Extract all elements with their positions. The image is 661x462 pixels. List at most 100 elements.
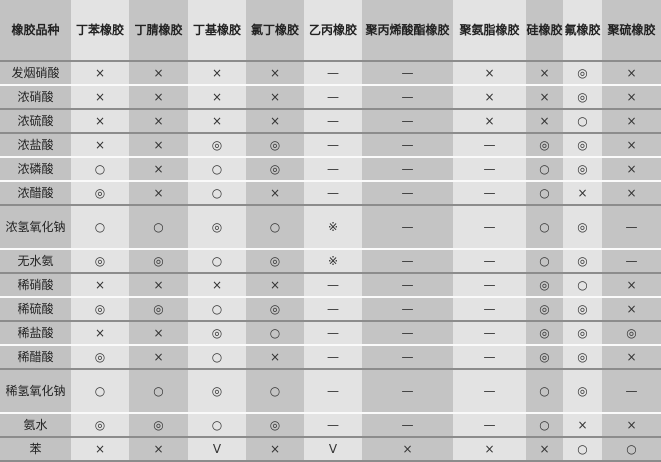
- row-label: 稀硝酸: [0, 273, 71, 298]
- resistance-cell: ○: [526, 369, 563, 414]
- resistance-cell: ×: [188, 61, 246, 86]
- resistance-cell: ○: [563, 437, 602, 462]
- row-label: 稀硫酸: [0, 297, 71, 322]
- resistance-cell: ○: [563, 273, 602, 298]
- resistance-cell: —: [362, 181, 453, 206]
- resistance-cell: —: [453, 369, 526, 414]
- resistance-cell: ◎: [129, 249, 188, 274]
- resistance-cell: ◎: [71, 297, 129, 322]
- table-row: 无水氨 ◎ ◎ ○ ◎ ※ — — ○ ◎ —: [0, 249, 661, 274]
- row-label: 浓氢氧化钠: [0, 205, 71, 250]
- resistance-cell: —: [362, 297, 453, 322]
- resistance-cell: ×: [129, 61, 188, 86]
- resistance-cell: ※: [304, 205, 362, 250]
- resistance-cell: ※: [304, 249, 362, 274]
- header-row: 橡胶品种 丁苯橡胶 丁腈橡胶 丁基橡胶 氯丁橡胶 乙丙橡胶 聚丙烯酸酯橡胶 聚氨脂橡胶 硅橡胶氟…: [0, 0, 661, 62]
- resistance-cell: —: [362, 413, 453, 438]
- resistance-cell: ○: [188, 413, 246, 438]
- resistance-cell: ×: [246, 109, 304, 134]
- resistance-cell: —: [304, 273, 362, 298]
- resistance-cell: ○: [563, 109, 602, 134]
- resistance-cell: ×: [71, 109, 129, 134]
- resistance-cell: ×: [602, 109, 661, 134]
- row-label: 苯: [0, 437, 71, 462]
- table-row: 稀醋酸 ◎ × ○ × — — — ◎ ◎ ×: [0, 345, 661, 370]
- resistance-cell: ×: [71, 437, 129, 462]
- resistance-cell: ×: [563, 413, 602, 438]
- resistance-cell: —: [453, 413, 526, 438]
- column-header: 聚丙烯酸酯橡胶: [362, 0, 453, 62]
- resistance-cell: ◎: [71, 181, 129, 206]
- resistance-cell: ◎: [563, 85, 602, 110]
- column-header: 丁腈橡胶: [129, 0, 188, 62]
- resistance-cell: ○: [526, 181, 563, 206]
- resistance-cell: —: [602, 249, 661, 274]
- resistance-cell: ×: [188, 109, 246, 134]
- resistance-cell: —: [304, 85, 362, 110]
- resistance-cell: ×: [602, 345, 661, 370]
- resistance-cell: ○: [188, 249, 246, 274]
- resistance-cell: —: [602, 205, 661, 250]
- resistance-cell: ×: [602, 297, 661, 322]
- resistance-cell: ×: [129, 321, 188, 346]
- resistance-cell: ×: [453, 61, 526, 86]
- row-label: 发烟硝酸: [0, 61, 71, 86]
- column-header: 氯丁橡胶: [246, 0, 304, 62]
- resistance-cell: —: [362, 321, 453, 346]
- resistance-cell: ×: [246, 181, 304, 206]
- resistance-cell: ×: [526, 109, 563, 134]
- resistance-cell: ×: [602, 157, 661, 182]
- resistance-cell: —: [304, 109, 362, 134]
- resistance-cell: ×: [188, 273, 246, 298]
- resistance-cell: —: [602, 369, 661, 414]
- resistance-cell: ◎: [526, 321, 563, 346]
- row-label: 浓盐酸: [0, 133, 71, 158]
- resistance-cell: ×: [526, 61, 563, 86]
- resistance-cell: ×: [246, 61, 304, 86]
- resistance-cell: ◎: [71, 249, 129, 274]
- table-row: 稀硝酸 × × × × — — — ◎ ○ ×: [0, 273, 661, 298]
- resistance-cell: ◎: [246, 297, 304, 322]
- column-header: 聚氨脂橡胶: [453, 0, 526, 62]
- resistance-cell: ◎: [602, 321, 661, 346]
- resistance-cell: ○: [188, 345, 246, 370]
- resistance-cell: ◎: [188, 369, 246, 414]
- table-row: 氨水 ◎ ◎ ○ ◎ — — — ○ × ×: [0, 413, 661, 438]
- table-row: 稀硫酸 ◎ ◎ ○ ◎ — — — ◎ ◎ ×: [0, 297, 661, 322]
- resistance-cell: V: [188, 437, 246, 462]
- column-header: 聚硫橡胶: [602, 0, 661, 62]
- resistance-cell: ○: [526, 205, 563, 250]
- resistance-cell: ○: [246, 321, 304, 346]
- resistance-cell: —: [362, 157, 453, 182]
- resistance-cell: —: [453, 297, 526, 322]
- resistance-cell: ◎: [563, 205, 602, 250]
- resistance-cell: ×: [563, 181, 602, 206]
- column-header: 氟橡胶: [563, 0, 602, 62]
- resistance-cell: ×: [453, 85, 526, 110]
- resistance-cell: —: [304, 157, 362, 182]
- resistance-cell: ×: [188, 85, 246, 110]
- resistance-cell: —: [453, 321, 526, 346]
- resistance-cell: ◎: [526, 345, 563, 370]
- column-header: 硅橡胶: [526, 0, 563, 62]
- table-row: 浓磷酸 ○ × ○ ◎ — — — ○ ◎ ×: [0, 157, 661, 182]
- column-header: 丁基橡胶: [188, 0, 246, 62]
- resistance-cell: ×: [246, 273, 304, 298]
- resistance-cell: ○: [526, 157, 563, 182]
- resistance-cell: ○: [602, 437, 661, 462]
- row-label: 浓磷酸: [0, 157, 71, 182]
- resistance-cell: ○: [526, 249, 563, 274]
- resistance-cell: ×: [602, 273, 661, 298]
- resistance-cell: ×: [602, 85, 661, 110]
- resistance-cell: ×: [71, 321, 129, 346]
- header-rubber-type: 橡胶品种: [0, 0, 71, 62]
- resistance-cell: ×: [602, 413, 661, 438]
- resistance-cell: ○: [188, 157, 246, 182]
- table-row: 苯 × × V × V × × × ○ ○: [0, 437, 661, 462]
- resistance-cell: ◎: [526, 273, 563, 298]
- resistance-cell: ×: [602, 61, 661, 86]
- table-row: 浓醋酸 ◎ × ○ × — — — ○ × ×: [0, 181, 661, 206]
- table-row: 浓盐酸 × × ◎ ◎ — — — ◎ ◎ ×: [0, 133, 661, 158]
- resistance-cell: ◎: [246, 249, 304, 274]
- resistance-cell: ◎: [526, 133, 563, 158]
